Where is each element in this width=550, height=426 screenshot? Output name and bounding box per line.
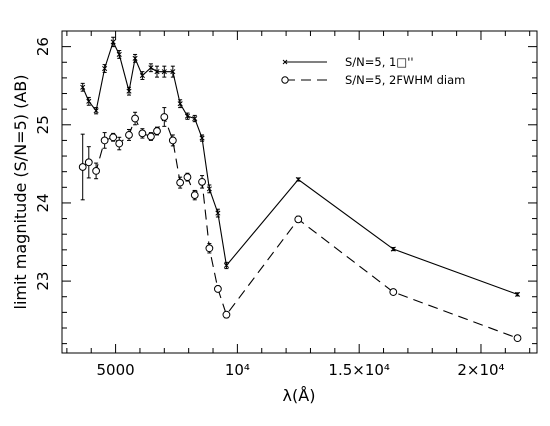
x-tick-label: 1.5×10⁴ bbox=[328, 361, 390, 379]
axis-tick-labels: 5000 10⁴ 1.5×10⁴ 2×10⁴ 23 24 25 26 bbox=[34, 37, 505, 379]
data-point bbox=[147, 132, 155, 141]
data-point bbox=[168, 136, 177, 145]
y-tick-label: 25 bbox=[34, 115, 52, 134]
legend-label-series-2: S/N=5, 2FWHM diam bbox=[345, 73, 465, 87]
data-point bbox=[170, 69, 176, 75]
legend-label-series-1: S/N=5, 1□'' bbox=[345, 55, 414, 69]
data-point bbox=[93, 108, 99, 114]
data-point bbox=[514, 291, 521, 297]
data-point bbox=[390, 246, 396, 252]
data-point bbox=[100, 136, 109, 145]
data-point bbox=[80, 84, 86, 90]
axis-ticks bbox=[62, 31, 537, 353]
data-point bbox=[115, 139, 124, 148]
data-point bbox=[223, 262, 229, 269]
x-tick-label: 5000 bbox=[96, 361, 134, 379]
data-point bbox=[116, 51, 122, 58]
data-point bbox=[160, 113, 169, 121]
data-point bbox=[102, 65, 108, 72]
y-tick-label: 24 bbox=[34, 193, 52, 212]
y-tick-label: 23 bbox=[34, 272, 52, 291]
data-point bbox=[205, 244, 214, 253]
data-point bbox=[184, 113, 191, 119]
data-point bbox=[177, 101, 183, 107]
data-point bbox=[110, 39, 116, 45]
data-point bbox=[176, 178, 185, 187]
legend-marker-x bbox=[282, 59, 288, 65]
data-point bbox=[154, 69, 160, 75]
y-tick-label: 26 bbox=[34, 37, 52, 56]
data-point bbox=[198, 177, 206, 186]
data-point bbox=[92, 166, 101, 175]
y-axis-label: limit magnitude (S/N=5) (AB) bbox=[11, 75, 30, 310]
data-point bbox=[86, 98, 92, 104]
data-point bbox=[199, 135, 205, 141]
data-point bbox=[78, 163, 87, 171]
data-point bbox=[206, 186, 212, 192]
data-point bbox=[295, 176, 301, 183]
x-axis-label: λ(Å) bbox=[283, 386, 316, 405]
data-point bbox=[109, 133, 118, 142]
data-point bbox=[190, 191, 199, 200]
data-point bbox=[215, 210, 221, 216]
data-point bbox=[161, 69, 167, 75]
legend-marker-circle bbox=[281, 76, 289, 84]
series-line bbox=[82, 115, 518, 339]
data-point bbox=[84, 158, 93, 167]
data-point bbox=[125, 131, 133, 139]
data-point bbox=[138, 129, 147, 138]
data-point bbox=[126, 88, 132, 94]
series-layer bbox=[78, 36, 522, 343]
series-1 bbox=[80, 36, 521, 297]
legend: S/N=5, 1□'' S/N=5, 2FWHM diam bbox=[281, 55, 465, 87]
data-point bbox=[139, 72, 145, 79]
data-point bbox=[294, 215, 303, 224]
data-point bbox=[153, 127, 161, 135]
data-point bbox=[131, 114, 139, 123]
data-point bbox=[132, 55, 138, 61]
data-point bbox=[513, 334, 522, 343]
x-tick-label: 10⁴ bbox=[225, 361, 250, 379]
data-point bbox=[222, 310, 231, 319]
x-tick-label: 2×10⁴ bbox=[457, 361, 504, 379]
data-point bbox=[213, 285, 222, 293]
data-point bbox=[148, 65, 154, 71]
plot-frame bbox=[61, 30, 538, 354]
data-point bbox=[183, 173, 192, 182]
series-2 bbox=[78, 107, 522, 343]
data-point bbox=[389, 288, 398, 296]
data-point bbox=[192, 115, 198, 122]
